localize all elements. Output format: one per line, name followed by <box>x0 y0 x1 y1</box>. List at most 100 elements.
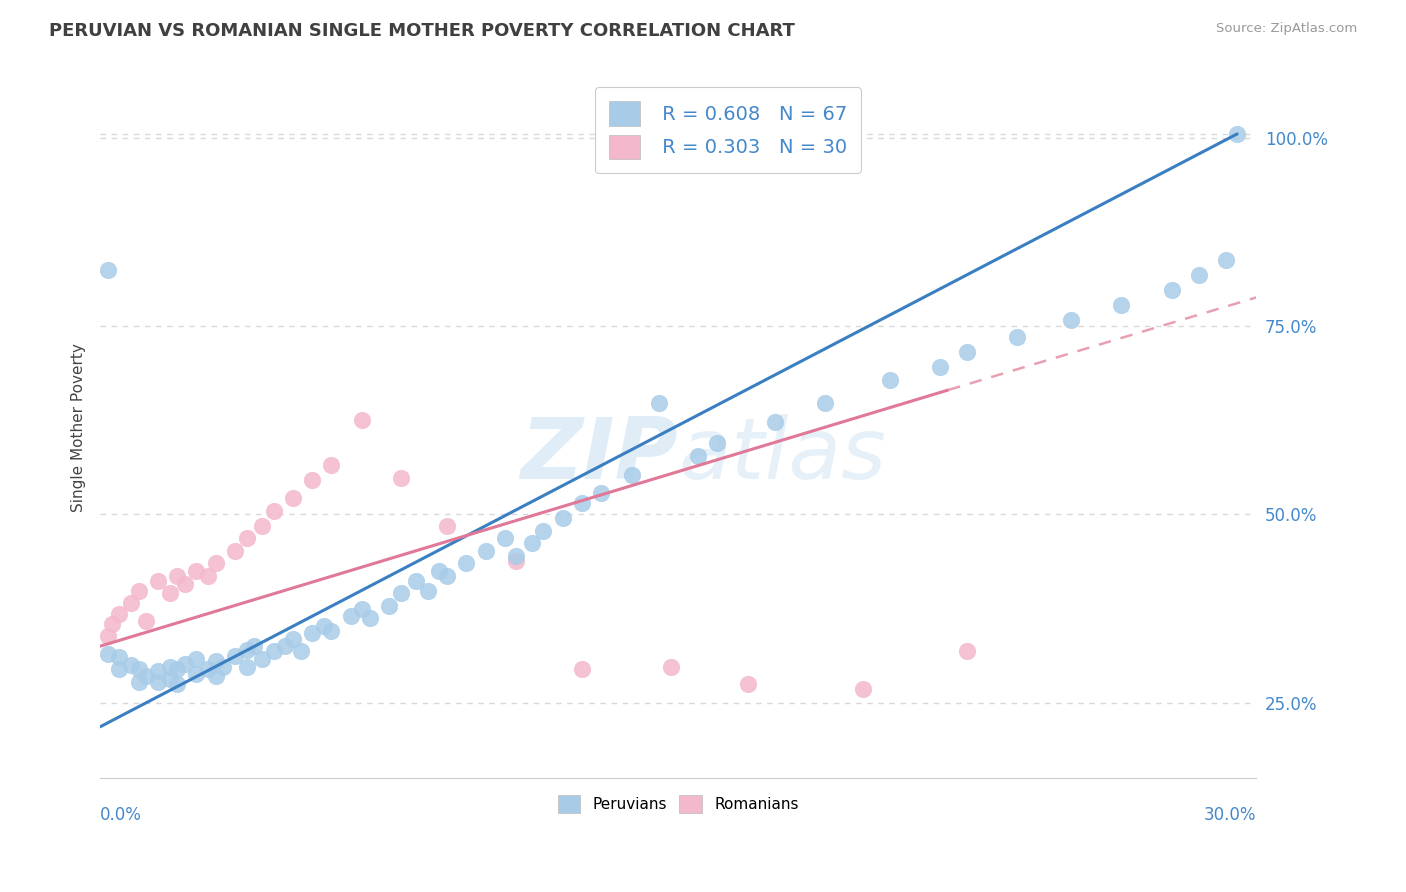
Point <box>197 569 219 583</box>
Point <box>281 491 304 505</box>
Point <box>235 643 257 657</box>
Point <box>235 659 257 673</box>
Point <box>571 662 593 676</box>
Point <box>166 569 188 583</box>
Point <box>146 664 169 678</box>
Point <box>591 486 613 500</box>
Point <box>281 632 304 646</box>
Point <box>520 536 543 550</box>
Point <box>1160 283 1182 297</box>
Point <box>814 396 837 410</box>
Point <box>174 576 197 591</box>
Point <box>551 511 574 525</box>
Point <box>505 554 527 568</box>
Point <box>159 659 181 673</box>
Point <box>890 810 912 824</box>
Point <box>159 586 181 600</box>
Point <box>243 639 266 653</box>
Point <box>389 586 412 600</box>
Point <box>108 662 131 676</box>
Point <box>108 607 131 621</box>
Point <box>212 659 235 673</box>
Point <box>128 674 150 689</box>
Text: 30.0%: 30.0% <box>1204 806 1257 824</box>
Text: ZIP: ZIP <box>520 414 678 497</box>
Point <box>224 543 246 558</box>
Point <box>146 674 169 689</box>
Point <box>321 458 343 473</box>
Point <box>108 650 131 665</box>
Point <box>1215 252 1237 267</box>
Text: PERUVIAN VS ROMANIAN SINGLE MOTHER POVERTY CORRELATION CHART: PERUVIAN VS ROMANIAN SINGLE MOTHER POVER… <box>49 22 794 40</box>
Point <box>956 644 979 658</box>
Point <box>1187 268 1209 282</box>
Point <box>97 262 120 277</box>
Point <box>128 662 150 676</box>
Point <box>1060 313 1083 327</box>
Point <box>312 619 335 633</box>
Y-axis label: Single Mother Poverty: Single Mother Poverty <box>72 343 86 512</box>
Point <box>204 669 226 683</box>
Point <box>706 435 728 450</box>
Point <box>474 543 496 558</box>
Point <box>135 669 157 683</box>
Point <box>274 639 297 653</box>
Point <box>174 657 197 671</box>
Point <box>204 654 226 668</box>
Point <box>186 652 208 666</box>
Point <box>648 396 671 410</box>
Point <box>263 644 285 658</box>
Point <box>436 569 458 583</box>
Point <box>97 647 120 661</box>
Point <box>204 557 226 571</box>
Point <box>166 677 188 691</box>
Point <box>128 584 150 599</box>
Point <box>929 360 952 375</box>
Text: Source: ZipAtlas.com: Source: ZipAtlas.com <box>1216 22 1357 36</box>
Point <box>436 518 458 533</box>
Point <box>301 474 323 488</box>
Point <box>339 609 361 624</box>
Point <box>1007 330 1029 344</box>
Point <box>956 345 979 359</box>
Point <box>1111 298 1133 312</box>
Point <box>224 648 246 663</box>
Point <box>427 564 450 578</box>
Point <box>290 644 312 658</box>
Text: atlas: atlas <box>678 414 886 497</box>
Point <box>405 574 427 588</box>
Point <box>686 449 709 463</box>
Point <box>505 549 527 563</box>
Point <box>494 532 516 546</box>
Point <box>1226 127 1249 141</box>
Point <box>659 659 682 673</box>
Point <box>763 416 786 430</box>
Point <box>120 658 142 673</box>
Point <box>389 471 412 485</box>
Point <box>879 373 901 387</box>
Text: 0.0%: 0.0% <box>100 806 142 824</box>
Point <box>571 496 593 510</box>
Point <box>146 574 169 588</box>
Point <box>416 584 439 599</box>
Point <box>186 564 208 578</box>
Point <box>359 611 381 625</box>
Point <box>97 629 120 643</box>
Point <box>235 532 257 546</box>
Point <box>531 524 554 538</box>
Point <box>352 601 374 615</box>
Point <box>621 468 644 483</box>
Point <box>352 413 374 427</box>
Point <box>737 677 759 691</box>
Point <box>378 599 401 614</box>
Point <box>166 662 188 676</box>
Point <box>197 662 219 676</box>
Point <box>456 557 478 571</box>
Legend: Peruvians, Romanians: Peruvians, Romanians <box>551 789 806 820</box>
Point <box>120 596 142 610</box>
Point <box>250 518 273 533</box>
Point <box>250 652 273 666</box>
Point <box>321 624 343 639</box>
Point <box>135 615 157 629</box>
Point <box>852 682 875 697</box>
